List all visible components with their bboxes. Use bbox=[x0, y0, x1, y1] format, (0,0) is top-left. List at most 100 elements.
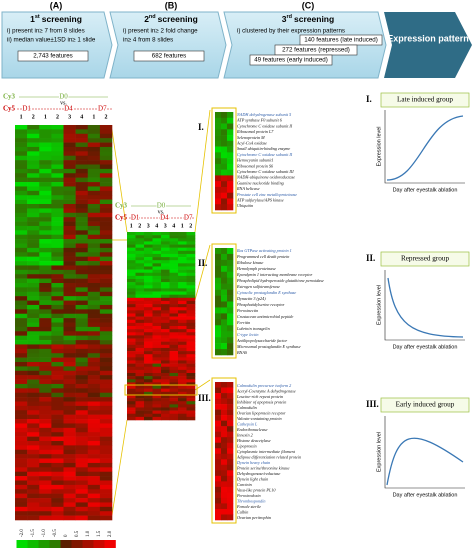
heatmap-cell bbox=[99, 423, 113, 429]
heatmap-cell bbox=[186, 297, 196, 302]
heatmap-cell bbox=[15, 265, 28, 271]
heatmap-cell bbox=[99, 234, 113, 240]
heatmap-cell bbox=[169, 391, 179, 396]
curve-frames bbox=[384, 110, 465, 489]
heatmap-cell bbox=[51, 375, 64, 380]
heatmap-cell bbox=[152, 413, 162, 418]
heatmap-cell bbox=[127, 338, 136, 342]
heatmap-cell bbox=[27, 476, 40, 481]
heatmap-cell bbox=[51, 405, 64, 411]
heatmap-cell bbox=[63, 410, 76, 415]
heatmap-cell bbox=[75, 392, 89, 398]
column-label: 1 bbox=[20, 114, 23, 120]
heatmap-cell bbox=[135, 413, 145, 418]
heatmap-cell bbox=[99, 445, 113, 451]
heatmap-cell bbox=[227, 204, 234, 211]
heatmap-cell bbox=[75, 296, 89, 301]
heatmap-cell bbox=[99, 230, 113, 236]
heatmap-cell bbox=[39, 458, 52, 464]
heatmap-cell bbox=[152, 344, 162, 349]
heatmap-cell bbox=[51, 441, 64, 446]
gene-name: Ferritin bbox=[236, 320, 250, 325]
heatmap-cell bbox=[215, 123, 222, 130]
heatmap-cell bbox=[169, 269, 179, 274]
heatmap-cell bbox=[221, 169, 228, 176]
heatmap-cell bbox=[135, 310, 145, 314]
heatmap-cell bbox=[186, 300, 196, 305]
heatmap-cell bbox=[99, 348, 113, 354]
heatmap-cell bbox=[99, 283, 113, 288]
heatmap-cell bbox=[15, 269, 28, 275]
heatmap-cell bbox=[144, 288, 153, 292]
heatmap-cell bbox=[99, 458, 113, 464]
heatmap-cell bbox=[215, 313, 222, 320]
heatmap-cell bbox=[99, 405, 113, 411]
heatmap-cell bbox=[227, 295, 234, 302]
heatmap-cell bbox=[99, 291, 113, 297]
scale-swatch bbox=[82, 540, 94, 548]
heatmap-cell bbox=[178, 407, 187, 411]
heatmap-cell bbox=[75, 405, 89, 411]
heatmap-cell bbox=[161, 413, 170, 418]
heatmap-cell bbox=[178, 275, 187, 280]
heatmap-cell bbox=[63, 432, 76, 437]
heatmap-cell bbox=[51, 256, 64, 262]
heatmap-cell bbox=[127, 300, 136, 305]
panel-title-word: screening bbox=[294, 14, 334, 24]
heatmap-cell bbox=[152, 238, 162, 242]
heatmap-cell bbox=[186, 257, 196, 261]
heatmap-cell bbox=[135, 279, 145, 283]
heatmap-cell bbox=[51, 133, 64, 139]
heatmap-cell bbox=[51, 261, 64, 266]
heatmap-cell bbox=[75, 515, 89, 521]
heatmap-cell bbox=[75, 326, 89, 332]
heatmap-cell bbox=[161, 398, 170, 402]
heatmap-cell bbox=[51, 129, 64, 135]
heatmap-cell bbox=[215, 337, 222, 344]
heatmap-cell bbox=[27, 256, 40, 262]
heatmap-cell bbox=[144, 263, 153, 267]
heatmap-cell bbox=[51, 419, 64, 424]
heatmap-cell bbox=[215, 420, 222, 427]
heatmap-cell bbox=[152, 294, 162, 299]
gene-name: Cytochrome C oxidase subunit II bbox=[237, 152, 293, 157]
heatmap-cell bbox=[51, 221, 64, 227]
heatmap-cell bbox=[127, 341, 136, 346]
panel-title-sup: nd bbox=[149, 14, 156, 20]
gene-name: Ovarian peritrophin bbox=[237, 515, 271, 520]
heatmap-cell bbox=[186, 351, 196, 355]
gene-name: Endoribonuclease bbox=[236, 427, 268, 432]
heatmap-cell bbox=[227, 181, 234, 188]
heatmap-cell bbox=[99, 379, 113, 385]
heatmap-cell bbox=[221, 248, 228, 255]
heatmap-cell bbox=[39, 230, 52, 236]
panel-label: (B) bbox=[165, 0, 178, 10]
heatmap-cell bbox=[178, 307, 187, 311]
heatmap-cell bbox=[227, 448, 234, 455]
heatmap-cell bbox=[39, 151, 52, 157]
heatmap-cell bbox=[178, 351, 187, 355]
heatmap-cell bbox=[51, 436, 64, 442]
heatmap-cell bbox=[27, 239, 40, 244]
heatmap-cell bbox=[87, 357, 101, 363]
heatmap-cell bbox=[99, 467, 113, 473]
heatmap-cell bbox=[152, 288, 162, 292]
heatmap-cell bbox=[178, 373, 187, 377]
day-label: D7 bbox=[184, 214, 193, 222]
heatmap-cell bbox=[178, 410, 187, 415]
heatmap-cell bbox=[135, 275, 145, 280]
heatmap-cell bbox=[27, 375, 40, 380]
heatmap-cell bbox=[51, 370, 64, 376]
heatmap-cell bbox=[15, 278, 28, 284]
heatmap-cell bbox=[27, 397, 40, 402]
heatmap-cell bbox=[135, 407, 145, 411]
heatmap-cell bbox=[178, 347, 187, 352]
heatmap-cell bbox=[227, 514, 234, 521]
heatmap-cell bbox=[186, 253, 196, 258]
heatmap-cell bbox=[87, 379, 101, 385]
heatmap-cell bbox=[75, 304, 89, 310]
heatmap-cell bbox=[51, 173, 64, 178]
heatmap-cell bbox=[63, 458, 76, 464]
heatmap-cell bbox=[87, 410, 101, 415]
